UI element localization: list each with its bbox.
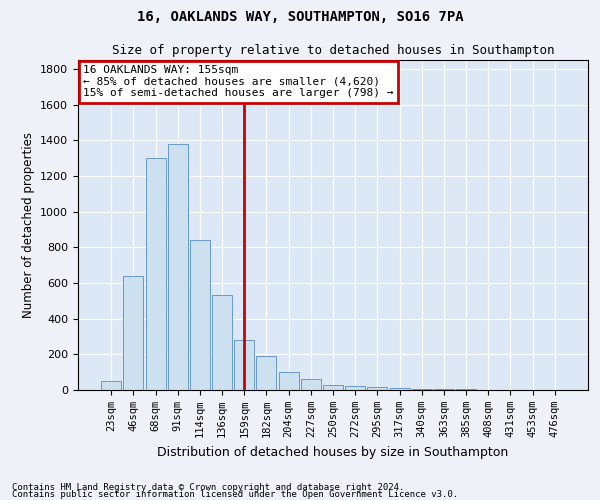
Text: 16, OAKLANDS WAY, SOUTHAMPTON, SO16 7PA: 16, OAKLANDS WAY, SOUTHAMPTON, SO16 7PA [137,10,463,24]
Bar [101,381,121,390]
Y-axis label: Number of detached properties: Number of detached properties [22,132,35,318]
Bar [124,276,143,390]
Bar [278,372,299,390]
Bar [389,388,410,390]
Text: Contains public sector information licensed under the Open Government Licence v3: Contains public sector information licen… [12,490,458,499]
Bar [434,389,454,390]
Bar [234,340,254,390]
Bar [146,158,166,390]
Bar [367,388,388,390]
Bar [323,384,343,390]
Bar [212,296,232,390]
Title: Size of property relative to detached houses in Southampton: Size of property relative to detached ho… [112,44,554,58]
Text: 16 OAKLANDS WAY: 155sqm
← 85% of detached houses are smaller (4,620)
15% of semi: 16 OAKLANDS WAY: 155sqm ← 85% of detache… [83,65,394,98]
Text: Contains HM Land Registry data © Crown copyright and database right 2024.: Contains HM Land Registry data © Crown c… [12,484,404,492]
Bar [168,144,188,390]
Bar [256,356,277,390]
Bar [190,240,210,390]
Bar [412,389,432,390]
Bar [301,380,321,390]
X-axis label: Distribution of detached houses by size in Southampton: Distribution of detached houses by size … [157,446,509,458]
Bar [345,386,365,390]
